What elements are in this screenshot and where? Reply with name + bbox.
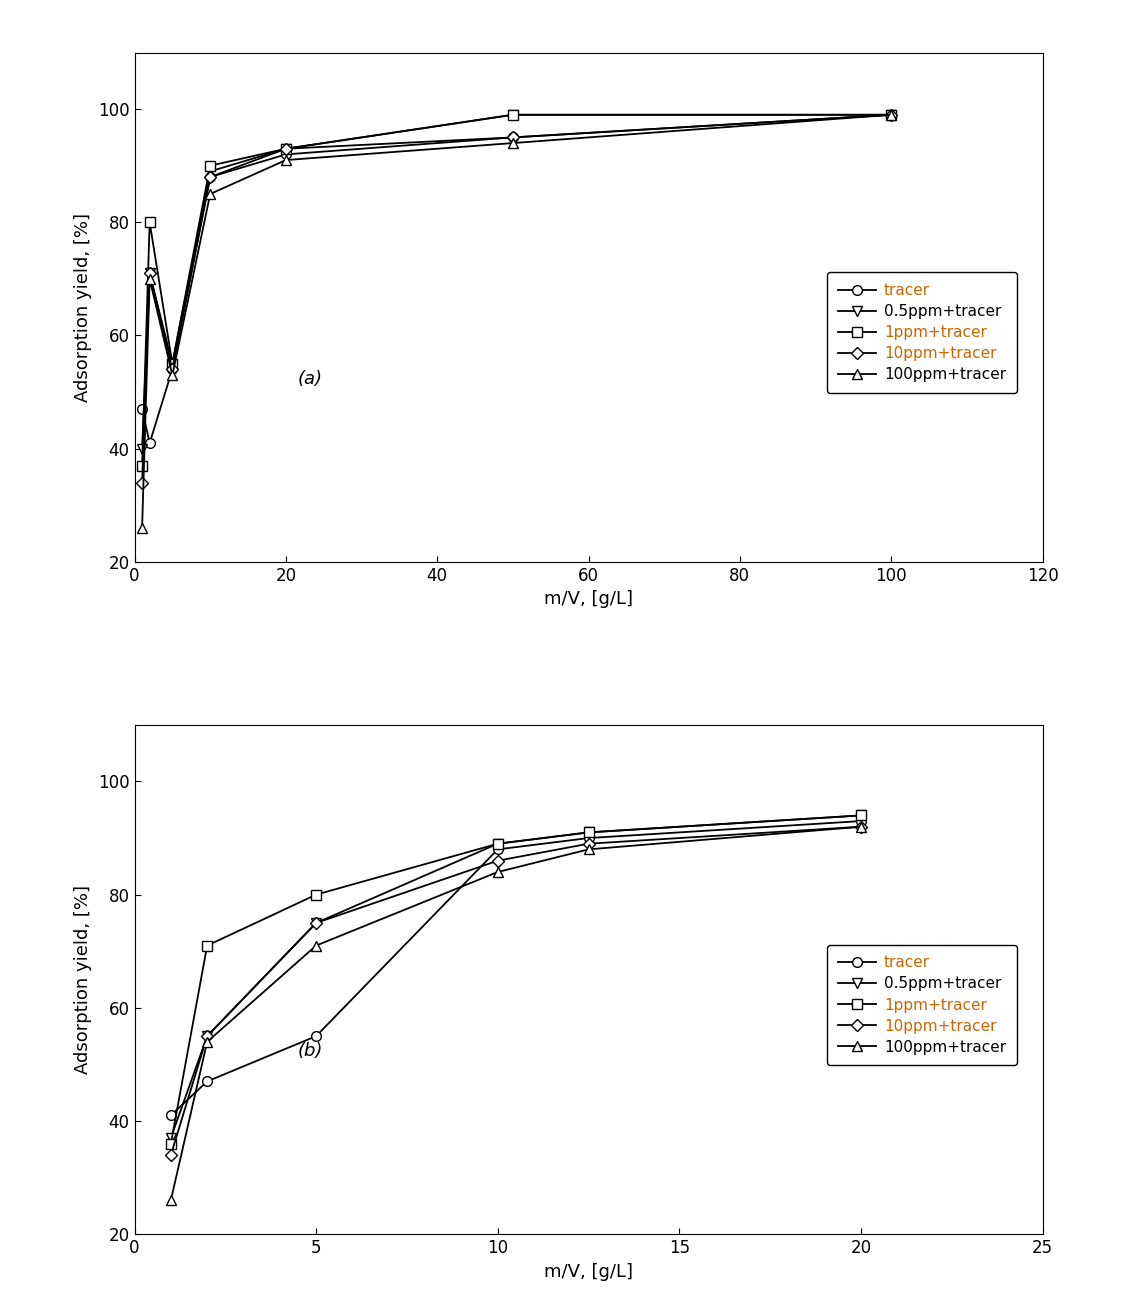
Text: (b): (b) [298, 1043, 323, 1060]
Y-axis label: Adsorption yield, [%]: Adsorption yield, [%] [74, 213, 92, 402]
Legend: tracer, 0.5ppm+tracer, 1ppm+tracer, 10ppm+tracer, 100ppm+tracer: tracer, 0.5ppm+tracer, 1ppm+tracer, 10pp… [827, 272, 1017, 393]
X-axis label: m/V, [g/L]: m/V, [g/L] [544, 1263, 633, 1280]
X-axis label: m/V, [g/L]: m/V, [g/L] [544, 591, 633, 608]
Text: (a): (a) [298, 369, 323, 387]
Legend: tracer, 0.5ppm+tracer, 1ppm+tracer, 10ppm+tracer, 100ppm+tracer: tracer, 0.5ppm+tracer, 1ppm+tracer, 10pp… [827, 944, 1017, 1065]
Y-axis label: Adsorption yield, [%]: Adsorption yield, [%] [74, 885, 92, 1074]
